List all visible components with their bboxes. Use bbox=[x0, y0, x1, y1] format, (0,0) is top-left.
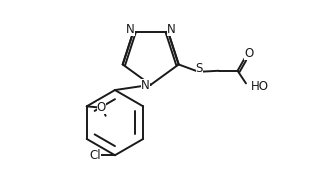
Text: HO: HO bbox=[251, 80, 268, 93]
Text: S: S bbox=[196, 62, 203, 75]
Text: Cl: Cl bbox=[89, 149, 101, 162]
Text: N: N bbox=[167, 23, 176, 36]
Text: N: N bbox=[126, 23, 135, 36]
Text: O: O bbox=[244, 48, 253, 61]
Text: O: O bbox=[97, 101, 106, 114]
Text: N: N bbox=[141, 79, 150, 92]
